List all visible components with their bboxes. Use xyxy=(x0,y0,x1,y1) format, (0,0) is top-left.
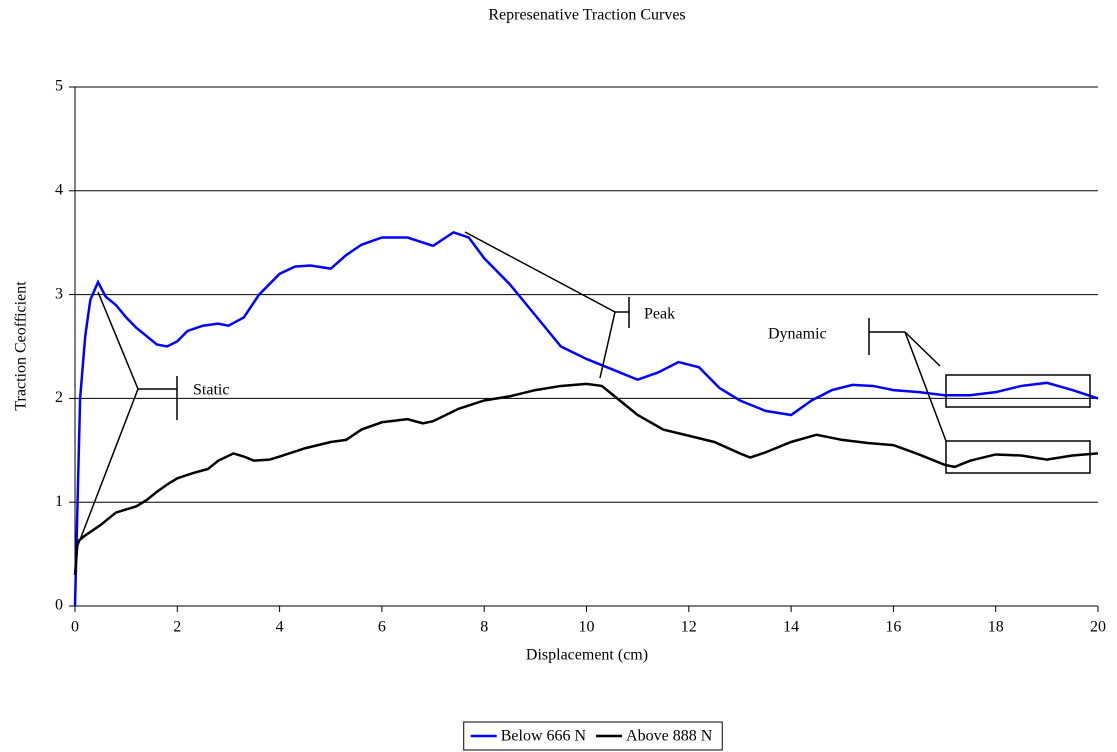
y-tick-label: 2 xyxy=(55,389,63,406)
annotation: Dynamic xyxy=(768,326,827,343)
x-tick-label: 18 xyxy=(988,619,1004,636)
x-tick-label: 10 xyxy=(579,619,595,636)
x-tick-label: 16 xyxy=(885,619,901,636)
y-axis-label: Traction Ceofficient xyxy=(13,281,30,411)
x-tick-label: 8 xyxy=(480,619,488,636)
x-tick-label: 12 xyxy=(681,619,697,636)
annotation: Static xyxy=(193,382,229,399)
highlight-box xyxy=(945,440,1091,474)
y-tick-label: 5 xyxy=(55,78,63,95)
legend-label: Above 888 N xyxy=(626,728,713,745)
annotation: Peak xyxy=(644,306,675,323)
leader-line xyxy=(904,331,947,442)
annotations: Static Peak Dynamic xyxy=(77,231,1091,546)
highlight-box xyxy=(945,374,1091,408)
x-tick-label: 6 xyxy=(378,619,386,636)
y-tick-label: 0 xyxy=(55,597,63,614)
y-tick-label: 3 xyxy=(55,285,63,302)
chart-title: Represenative Traction Curves xyxy=(488,7,685,24)
x-tick-label: 20 xyxy=(1090,619,1106,636)
x-tick-label: 4 xyxy=(276,619,284,636)
x-tick-label: 0 xyxy=(71,619,79,636)
y-tick-label: 1 xyxy=(55,493,63,510)
legend-label: Below 666 N xyxy=(501,728,587,745)
series-line xyxy=(73,230,1099,607)
leader-line xyxy=(464,231,616,379)
series-line xyxy=(73,382,1099,575)
legend xyxy=(463,721,723,751)
y-tick-label: 4 xyxy=(55,181,63,198)
x-tick-label: 14 xyxy=(783,619,799,636)
x-tick-label: 2 xyxy=(173,619,181,636)
x-axis-label: Displacement (cm) xyxy=(526,647,648,664)
